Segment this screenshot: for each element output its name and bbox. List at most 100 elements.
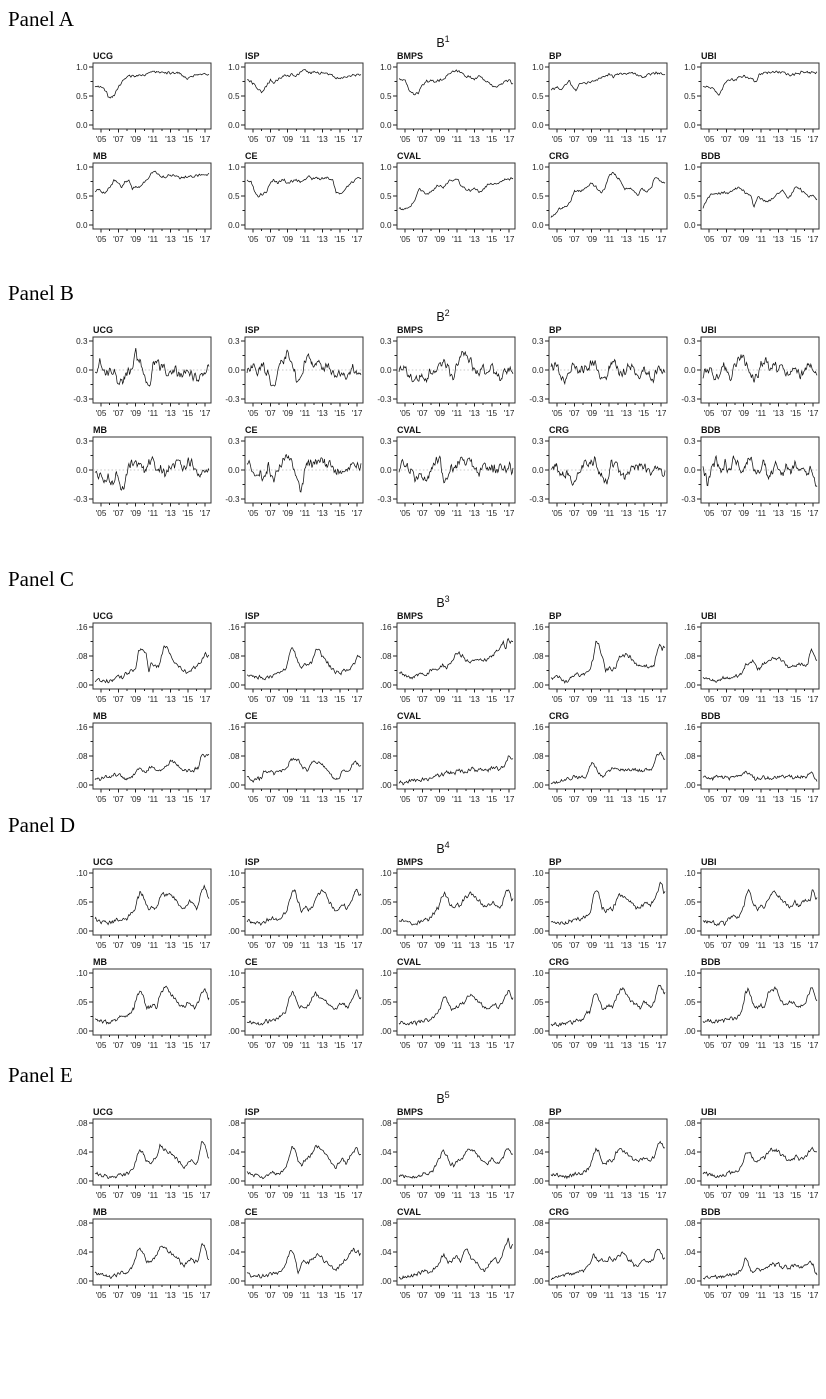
x-axis-tick-label: '11: [756, 235, 767, 244]
y-axis-tick-label: 0.0: [228, 221, 240, 230]
chart-cell-mb: MB .00 .04 .08 '05 '07 '09 '11 '13 '15 '17: [63, 1206, 215, 1306]
chart-title: BDB: [701, 425, 721, 435]
y-axis-tick-label: 0.0: [380, 366, 392, 375]
chart-grid: UCG 0.0 0.5 1.0 '05 '07 '09 '11 '13 '15 '17 ISP 0.0 0…: [63, 50, 826, 250]
panel-label: Panel A: [8, 7, 74, 31]
plot-box: [396, 968, 516, 1036]
x-axis-tick-label: '11: [148, 409, 159, 418]
chart: CVAL .00 .08 .16 '05 '07 '09 '11 '13 '15 '17: [380, 711, 516, 804]
chart-cell-bmps: BMPS .00 .04 .08 '05 '07 '09 '11 '13 '15 '17: [367, 1106, 519, 1206]
panel-label: Panel D: [8, 813, 76, 837]
x-axis-tick-label: '09: [586, 695, 597, 704]
panel-e: Panel E B5 UCG .00 .04 .08 '05 '07 '09 '11 '13 '1…: [8, 1062, 826, 1306]
x-axis-tick-label: '17: [656, 409, 667, 418]
x-axis-tick-label: '17: [808, 409, 819, 418]
y-axis-tick-label: 0.5: [76, 92, 88, 101]
plot-box: [700, 62, 820, 130]
series-line: [398, 177, 514, 211]
y-axis-tick-label: 0.5: [380, 92, 392, 101]
panel-title: B5: [63, 1088, 823, 1106]
y-axis-tick-label: 0.0: [76, 221, 88, 230]
series-line: [94, 1242, 210, 1279]
plot-box: [244, 162, 364, 230]
y-axis-tick-label: .00: [532, 1027, 544, 1036]
series-line: [550, 751, 666, 785]
panel-d: Panel D B4 UCG .00 .05 .10 '05 '07 '09 '11 '13 '1…: [8, 812, 826, 1056]
x-axis-tick-label: '07: [265, 409, 276, 418]
y-axis-tick-label: .08: [380, 752, 392, 761]
plot-box: [244, 62, 364, 130]
plot-box: [396, 62, 516, 130]
plot-box: [92, 1118, 212, 1186]
chart-title: MB: [93, 957, 107, 967]
chart: BDB .00 .04 .08 '05 '07 '09 '11 '13 '15 '17: [684, 1207, 820, 1300]
y-axis-tick-label: .00: [228, 927, 240, 936]
x-axis-tick-label: '09: [738, 795, 749, 804]
panel-title-base: B: [436, 596, 445, 611]
x-axis-tick-label: '05: [552, 695, 563, 704]
x-axis-tick-label: '05: [400, 1191, 411, 1200]
x-axis-tick-label: '11: [756, 1191, 767, 1200]
x-axis-tick-label: '07: [113, 235, 124, 244]
chart-title: CVAL: [397, 957, 421, 967]
x-axis-tick-label: '07: [417, 409, 428, 418]
chart: CVAL -0.3 0.0 0.3 '05 '07 '09 '11 '13 '15 '17: [377, 425, 516, 518]
chart: CVAL .00 .04 .08 '05 '07 '09 '11 '13 '15 '17: [380, 1207, 516, 1300]
chart: CE .00 .08 .16 '05 '07 '09 '11 '13 '15 '17: [228, 711, 364, 804]
x-axis-tick-label: '11: [452, 1041, 463, 1050]
y-axis-tick-label: 0.0: [228, 466, 240, 475]
x-axis-tick-label: '17: [200, 235, 211, 244]
series-line: [246, 175, 362, 198]
x-axis-tick-label: '11: [756, 941, 767, 950]
x-axis-tick-label: '13: [773, 409, 784, 418]
chart-cell-crg: CRG .00 .08 .16 '05 '07 '09 '11 '13 '15 '17: [519, 710, 671, 810]
x-axis-tick-label: '05: [400, 795, 411, 804]
x-axis-tick-label: '09: [282, 1041, 293, 1050]
x-axis-tick-label: '15: [486, 941, 497, 950]
x-axis-tick-label: '17: [656, 695, 667, 704]
chart: MB .00 .04 .08 '05 '07 '09 '11 '13 '15 '17: [76, 1207, 212, 1300]
x-axis-tick-label: '13: [317, 135, 328, 144]
x-axis-tick-label: '17: [656, 1191, 667, 1200]
chart: ISP 0.0 0.5 1.0 '05 '07 '09 '11 '13 '15 '17: [228, 51, 364, 144]
series-line: [246, 68, 362, 94]
y-axis-tick-label: 1.0: [228, 63, 240, 72]
y-axis-tick-label: 0.0: [684, 121, 696, 130]
x-axis-tick-label: '09: [586, 1291, 597, 1300]
y-axis-tick-label: .00: [228, 1277, 240, 1286]
y-axis-tick-label: .00: [684, 1177, 696, 1186]
chart: BMPS .00 .08 .16 '05 '07 '09 '11 '13 '15 '17: [380, 611, 516, 704]
x-axis-tick-label: '09: [282, 409, 293, 418]
y-axis-tick-label: .04: [76, 1148, 88, 1157]
x-axis-tick-label: '09: [738, 409, 749, 418]
chart-title: ISP: [245, 611, 260, 621]
y-axis-tick-label: .08: [76, 752, 88, 761]
panel-title-superscript: 4: [444, 840, 450, 850]
x-axis-tick-label: '15: [334, 1291, 345, 1300]
series-line: [94, 1140, 210, 1179]
chart-title: BP: [549, 857, 562, 867]
chart: CRG .00 .04 .08 '05 '07 '09 '11 '13 '15 '17: [532, 1207, 668, 1300]
chart-title: BP: [549, 611, 562, 621]
x-axis-tick-label: '11: [452, 1291, 463, 1300]
plot-box: [396, 162, 516, 230]
y-axis-tick-label: .16: [380, 623, 392, 632]
x-axis-tick-label: '17: [352, 509, 363, 518]
x-axis-tick-label: '13: [773, 1041, 784, 1050]
chart: CVAL .00 .05 .10 '05 '07 '09 '11 '13 '15 '17: [380, 957, 516, 1050]
chart-cell-bp: BP .00 .08 .16 '05 '07 '09 '11 '13 '15 '17: [519, 610, 671, 710]
x-axis-tick-label: '09: [586, 1191, 597, 1200]
chart: BDB 0.0 0.5 1.0 '05 '07 '09 '11 '13 '15 '17: [684, 151, 820, 244]
x-axis-tick-label: '17: [352, 795, 363, 804]
x-axis-tick-label: '17: [504, 695, 515, 704]
y-axis-tick-label: 0.0: [228, 366, 240, 375]
y-axis-tick-label: .10: [76, 869, 88, 878]
series-line: [702, 354, 818, 383]
chart-title: CE: [245, 151, 258, 161]
y-axis-tick-label: .00: [380, 1177, 392, 1186]
y-axis-tick-label: .08: [684, 1219, 696, 1228]
chart: CRG 0.0 0.5 1.0 '05 '07 '09 '11 '13 '15 '17: [532, 151, 668, 244]
plot-box: [92, 62, 212, 130]
y-axis-tick-label: .08: [684, 752, 696, 761]
series-line: [550, 1140, 665, 1180]
